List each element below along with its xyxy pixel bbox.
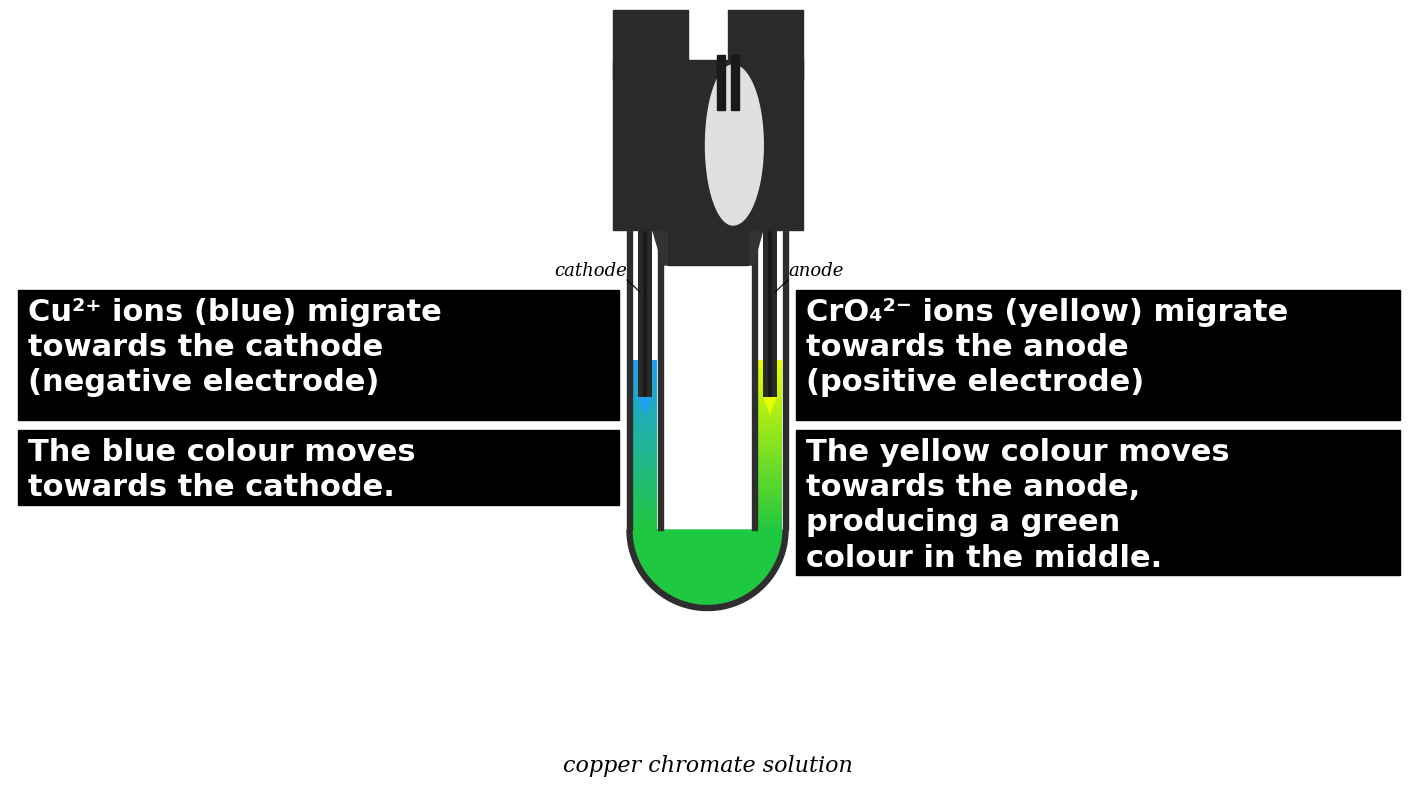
- Text: The yellow colour moves: The yellow colour moves: [806, 438, 1230, 467]
- Polygon shape: [761, 182, 779, 185]
- Text: CrO₄²⁻ ions (yellow) migrate: CrO₄²⁻ ions (yellow) migrate: [806, 298, 1288, 327]
- Text: Cu²⁺ ions (blue) migrate: Cu²⁺ ions (blue) migrate: [28, 298, 442, 327]
- Polygon shape: [633, 185, 657, 210]
- Text: The blue colour moves: The blue colour moves: [28, 438, 415, 467]
- Text: anode: anode: [788, 262, 843, 280]
- Polygon shape: [761, 165, 779, 195]
- Polygon shape: [18, 430, 619, 505]
- Polygon shape: [761, 186, 779, 189]
- Text: towards the anode,: towards the anode,: [806, 473, 1141, 502]
- Polygon shape: [717, 55, 726, 110]
- Polygon shape: [762, 397, 777, 415]
- Polygon shape: [758, 185, 782, 210]
- Text: colour in the middle.: colour in the middle.: [806, 543, 1162, 573]
- Text: copper chromate solution: copper chromate solution: [563, 755, 853, 777]
- Polygon shape: [657, 170, 663, 530]
- Polygon shape: [761, 178, 779, 181]
- Text: towards the cathode.: towards the cathode.: [28, 473, 395, 502]
- Polygon shape: [636, 182, 655, 185]
- Polygon shape: [728, 10, 803, 80]
- Text: (negative electrode): (negative electrode): [28, 368, 380, 398]
- Polygon shape: [638, 397, 652, 415]
- Polygon shape: [768, 165, 772, 397]
- Polygon shape: [614, 10, 689, 80]
- Polygon shape: [713, 187, 775, 265]
- Polygon shape: [761, 171, 779, 174]
- Text: producing a green: producing a green: [806, 508, 1121, 538]
- Polygon shape: [636, 167, 655, 170]
- Polygon shape: [636, 186, 655, 189]
- Polygon shape: [18, 290, 619, 420]
- Polygon shape: [761, 190, 779, 192]
- Polygon shape: [784, 170, 788, 530]
- Polygon shape: [667, 230, 748, 265]
- Polygon shape: [706, 65, 764, 225]
- Polygon shape: [640, 187, 703, 265]
- Polygon shape: [636, 165, 655, 195]
- Polygon shape: [636, 178, 655, 181]
- Polygon shape: [626, 530, 788, 611]
- Text: towards the anode: towards the anode: [806, 333, 1128, 362]
- Polygon shape: [752, 170, 757, 530]
- Polygon shape: [614, 60, 803, 230]
- Polygon shape: [636, 190, 655, 192]
- Polygon shape: [638, 165, 652, 397]
- Polygon shape: [626, 170, 632, 530]
- Text: cathode: cathode: [554, 262, 626, 280]
- Text: (positive electrode): (positive electrode): [806, 368, 1145, 398]
- Polygon shape: [731, 55, 740, 110]
- Polygon shape: [636, 175, 655, 177]
- Polygon shape: [796, 430, 1400, 575]
- Polygon shape: [636, 171, 655, 174]
- Polygon shape: [761, 175, 779, 177]
- Polygon shape: [796, 290, 1400, 420]
- Polygon shape: [762, 165, 777, 397]
- Text: towards the cathode: towards the cathode: [28, 333, 383, 362]
- Polygon shape: [633, 530, 782, 604]
- Polygon shape: [761, 167, 779, 170]
- Polygon shape: [643, 165, 648, 397]
